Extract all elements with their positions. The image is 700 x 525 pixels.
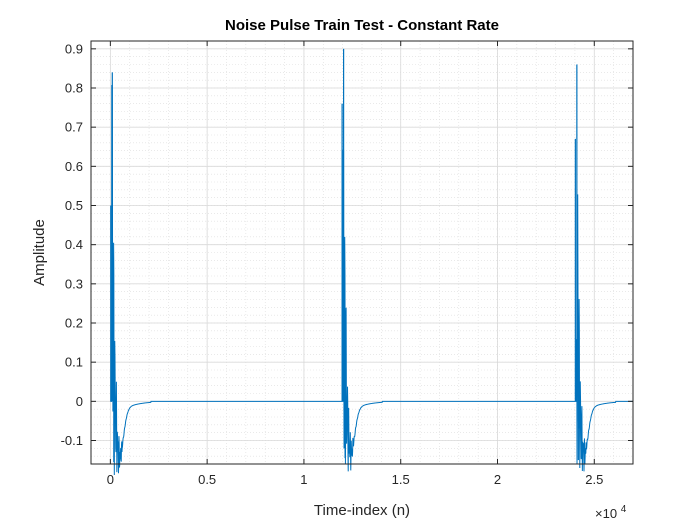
y-tick-label: 0.9 [65,41,83,56]
y-tick-label: 0.7 [65,120,83,135]
y-tick-label: 0 [76,394,83,409]
grid [90,40,634,465]
chart-title: Noise Pulse Train Test - Constant Rate [225,17,499,34]
x-tick-label: 2.5 [585,472,603,487]
y-tick-label: 0.1 [65,355,83,370]
y-tick-label: 0.5 [65,198,83,213]
x-tick-label: 1.5 [392,472,410,487]
x-axis-exponent: ×10 4 [595,504,627,521]
y-tick-label: 0.2 [65,316,83,331]
y-tick-label: 0.6 [65,159,83,174]
y-axis-label: Amplitude [31,219,48,286]
x-axis-exponent-base: ×10 [595,506,617,521]
axes-box [90,40,634,465]
x-axis-label: Time-index (n) [314,502,410,519]
x-tick-label: 0.5 [198,472,216,487]
ticks: 0 0.5 1 1.5 2 2.5 -0.1 0 0.1 0.2 0.3 0.4 0.5 0.6 0.7 0.… [61,41,633,487]
x-tick-label: 2 [494,472,501,487]
y-tick-label: 0.8 [65,81,83,96]
series-line [110,85,633,475]
y-tick-label: 0.3 [65,276,83,291]
x-tick-label: 1 [300,472,307,487]
y-tick-label: 0.4 [65,237,83,252]
x-tick-label: 0 [107,472,114,487]
series-layer [110,48,633,475]
x-axis-exponent-power: 4 [621,504,627,515]
y-tick-label: -0.1 [61,433,83,448]
